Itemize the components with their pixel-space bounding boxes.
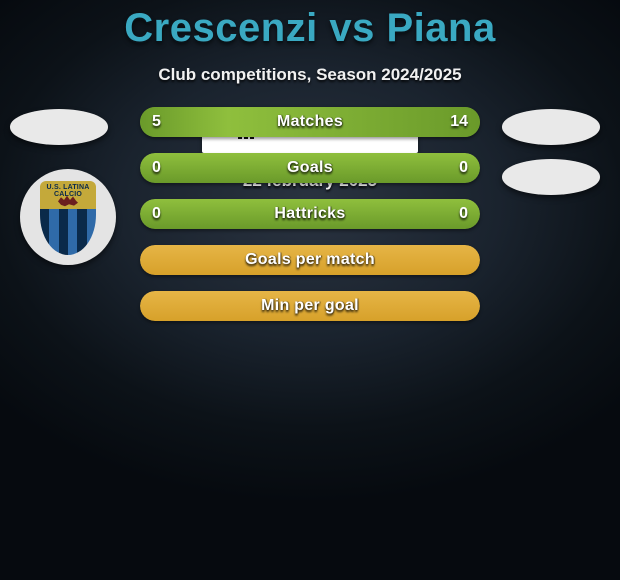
- club-crest-left: U.S. LATINA CALCIO: [20, 169, 116, 265]
- stat-row: Min per goal: [140, 291, 480, 321]
- value-right: 0: [459, 199, 468, 229]
- value-right: 14: [450, 107, 468, 137]
- row-label: Min per goal: [140, 291, 480, 321]
- stat-row: Goals0 0: [140, 153, 480, 183]
- shield-icon: U.S. LATINA CALCIO: [36, 179, 100, 255]
- row-label: Hattricks: [140, 199, 480, 229]
- comparison-card: Crescenzi vs Piana Club competitions, Se…: [0, 0, 620, 580]
- crest-stripe: [68, 209, 77, 255]
- stat-row: Goals per match: [140, 245, 480, 275]
- value-left: 5: [152, 107, 161, 137]
- row-label: Goals: [140, 153, 480, 183]
- crest-top: U.S. LATINA CALCIO: [40, 181, 96, 209]
- page-title: Crescenzi vs Piana: [0, 0, 620, 51]
- crest-stripe: [59, 209, 68, 255]
- player-avatar-right: [502, 109, 600, 145]
- stat-rows: Matches514Goals00Hattricks00Goals per ma…: [140, 107, 480, 337]
- crest-stripe: [87, 209, 96, 255]
- crest-stripe: [40, 209, 49, 255]
- player-avatar-left: [10, 109, 108, 145]
- crest-stripe: [77, 209, 86, 255]
- value-left: 0: [152, 153, 161, 183]
- value-right: 0: [459, 153, 468, 183]
- subtitle: Club competitions, Season 2024/2025: [0, 65, 620, 85]
- value-left: 0: [152, 199, 161, 229]
- row-label: Matches: [140, 107, 480, 137]
- row-label: Goals per match: [140, 245, 480, 275]
- player-avatar-right-secondary: [502, 159, 600, 195]
- crest-stripes: [40, 209, 96, 255]
- stat-row: Matches5 14: [140, 107, 480, 137]
- crest-text: U.S. LATINA CALCIO: [40, 184, 96, 198]
- stat-row: Hattricks0 0: [140, 199, 480, 229]
- crest-stripe: [49, 209, 58, 255]
